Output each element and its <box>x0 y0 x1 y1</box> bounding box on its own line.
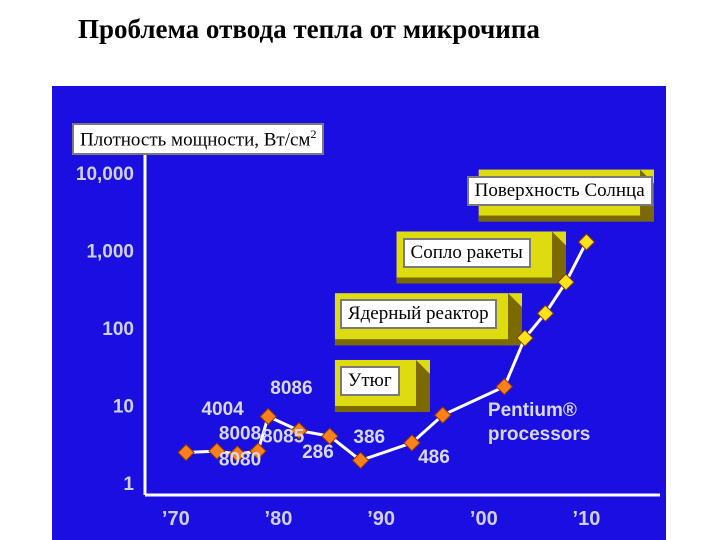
data-point-marker <box>536 304 555 323</box>
reference-band-edge <box>334 405 430 412</box>
data-point-marker <box>208 442 226 460</box>
data-point-marker <box>321 427 339 445</box>
processor-annotation: Pentium® <box>488 400 577 421</box>
data-point-marker <box>259 407 277 426</box>
processor-annotation: 4004 <box>201 399 244 420</box>
reference-band-edge <box>478 215 654 222</box>
processor-annotation: 8080 <box>219 450 261 471</box>
reference-label-nuclear-reactor: Ядерный реактор <box>339 299 497 330</box>
y-axis-label: Плотность мощности, Вт/см2 <box>72 123 325 156</box>
processor-annotation: 8008 <box>219 423 261 444</box>
processor-annotation: 8086 <box>270 378 312 399</box>
data-point-marker <box>228 445 247 463</box>
page-title: Проблема отвода тепла от микрочипа <box>78 14 540 44</box>
x-tick-label: ’80 <box>265 508 293 530</box>
data-point-marker <box>557 273 575 291</box>
reference-band-edge <box>334 339 522 346</box>
data-point-marker <box>516 329 534 347</box>
data-point-marker <box>177 443 195 462</box>
x-tick-label: ’70 <box>162 508 190 530</box>
reference-band-shadow <box>416 359 430 412</box>
x-tick-label: ’00 <box>470 508 498 530</box>
processor-annotation: 8085 <box>262 426 305 447</box>
data-point-marker <box>403 434 421 452</box>
reference-label-sun-surface: Поверхность Солнца <box>466 175 653 206</box>
processor-annotation: 286 <box>302 442 334 463</box>
data-point-marker <box>249 442 267 460</box>
processor-annotation: processors <box>488 424 590 445</box>
reference-band-shadow <box>508 293 522 346</box>
data-point-marker <box>577 233 596 251</box>
reference-band-shadow <box>552 231 566 284</box>
y-tick-label: 10,000 <box>76 164 134 185</box>
reference-band-edge <box>396 277 566 284</box>
reference-label-iron: Утюг <box>339 365 400 396</box>
y-tick-label: 100 <box>102 319 134 340</box>
data-point-marker <box>290 421 308 440</box>
y-tick-label: 10 <box>113 397 134 418</box>
processor-annotation: 386 <box>353 427 385 448</box>
x-tick-label: ’90 <box>367 508 395 530</box>
x-tick-label: ’10 <box>573 508 601 530</box>
processor-annotation: 486 <box>418 447 450 468</box>
data-point-marker <box>495 377 514 396</box>
y-tick-label: 1 <box>123 474 134 495</box>
y-tick-label: 1,000 <box>86 242 134 263</box>
reference-label-rocket-nozzle: Сопло ракеты <box>402 237 531 268</box>
data-point-marker <box>434 406 452 424</box>
data-point-marker <box>351 451 370 470</box>
